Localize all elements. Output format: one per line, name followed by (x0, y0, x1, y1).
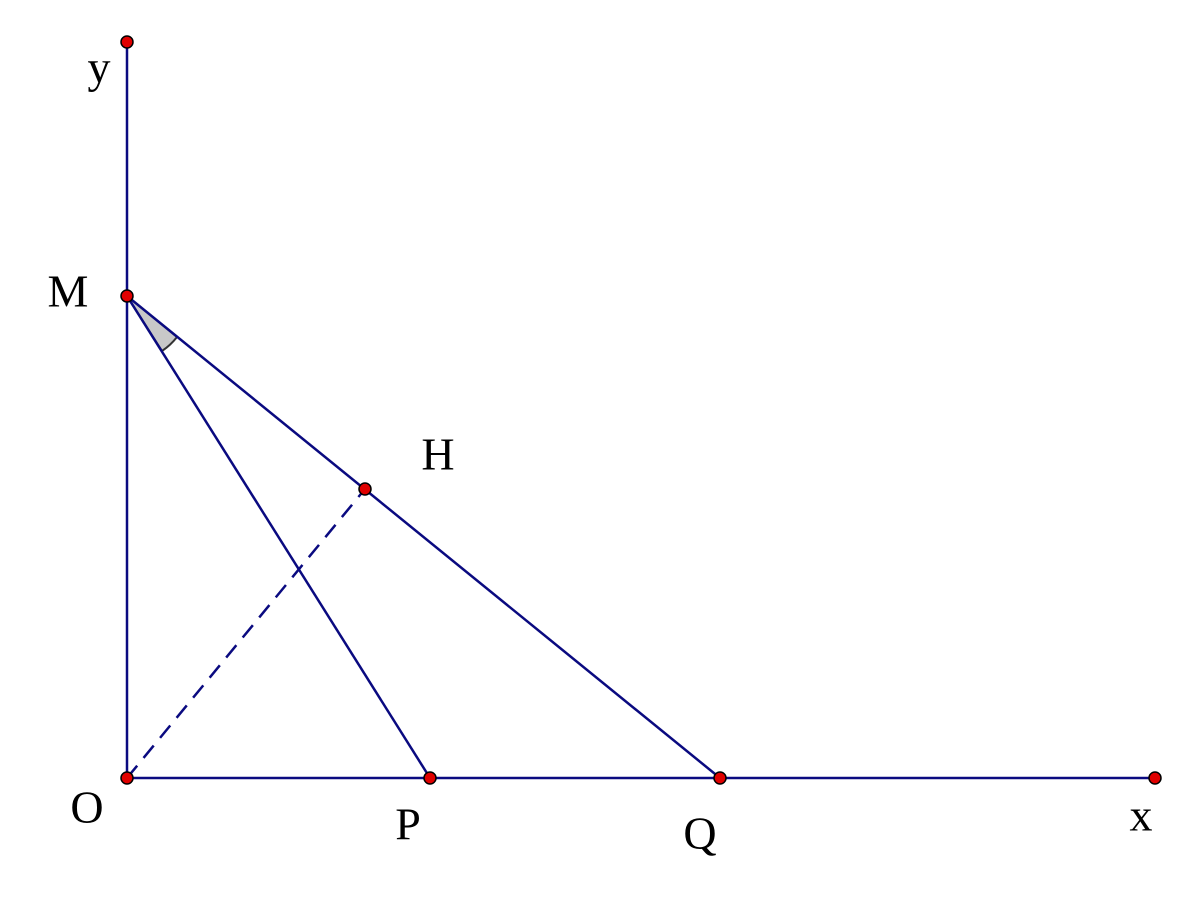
segment-oh (126, 488, 366, 779)
point (1148, 771, 1162, 785)
point-label: y (88, 42, 111, 93)
point-label: M (48, 266, 89, 317)
point (713, 771, 727, 785)
segment-mq (126, 295, 721, 779)
point (423, 771, 437, 785)
point-label: Q (683, 808, 716, 859)
point (358, 482, 372, 496)
point-label: P (395, 799, 421, 850)
angle-mark (126, 295, 179, 353)
point (120, 289, 134, 303)
point-label: x (1130, 790, 1153, 841)
point (120, 35, 134, 49)
point-label: O (70, 782, 103, 833)
point (120, 771, 134, 785)
segment-mp (125, 295, 432, 779)
point-label: H (421, 429, 454, 480)
